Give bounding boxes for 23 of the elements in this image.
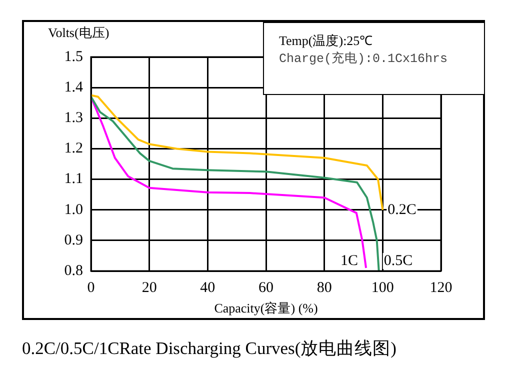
y-tick-label: 1.1 <box>64 171 83 188</box>
y-tick-label: 1.0 <box>64 202 83 218</box>
y-axis-title: Volts(电压) <box>48 24 110 42</box>
x-tick-label: 100 <box>371 280 394 296</box>
series-label: 0.2C <box>388 202 416 218</box>
x-tick-label: 120 <box>430 280 452 296</box>
y-tick-label: 1.2 <box>64 140 83 157</box>
y-tick-label: 1.5 <box>64 48 83 65</box>
x-tick-label: 20 <box>142 280 157 296</box>
series-label: 1C <box>340 252 358 269</box>
x-tick-label: 0 <box>87 280 95 296</box>
annotation: Charge(充电):0.1Cx16hrs <box>279 50 449 68</box>
series-label: 0.5C <box>384 252 413 269</box>
x-axis-title: Capacity(容量) (%) <box>214 300 318 316</box>
text: 0.2C/0.5C/1CRate Discharging Curves(放电曲线图) <box>22 337 397 360</box>
y-tick-label: 1.3 <box>64 110 83 126</box>
y-tick-label: 1.4 <box>64 80 84 96</box>
x-tick-label: 80 <box>316 280 332 296</box>
y-tick-label: 0.9 <box>64 232 83 248</box>
y-tick-label: 0.8 <box>64 262 83 279</box>
x-tick-label: 40 <box>200 280 216 296</box>
info-box: Temp(温度):25℃ Charge(充电):0.1Cx16hrs <box>263 22 485 95</box>
x-tick-label: 60 <box>258 280 274 296</box>
